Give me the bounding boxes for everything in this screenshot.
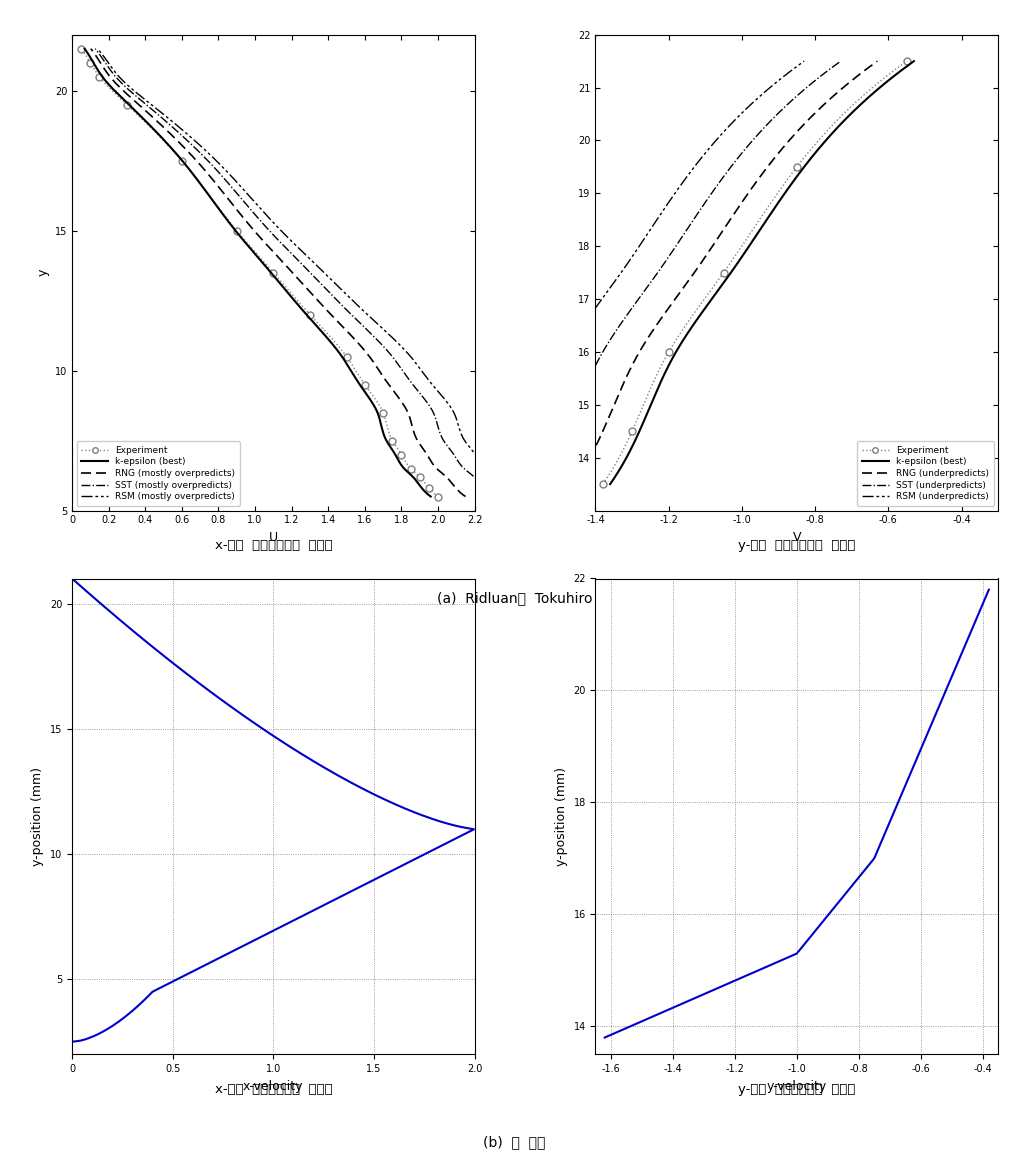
Y-axis label: y-position (mm): y-position (mm) [31,767,44,865]
Legend: Experiment, k-epsilon (best), RNG (underpredicts), SST (underpredicts), RSM (und: Experiment, k-epsilon (best), RNG (under… [857,441,994,506]
X-axis label: x-velocity: x-velocity [243,1079,304,1092]
Text: y-방향  시간평균속도  프로필: y-방향 시간평균속도 프로필 [738,539,855,552]
Text: (a)  Ridluan과  Tokuhiro: (a) Ridluan과 Tokuhiro [436,591,593,605]
Y-axis label: y: y [36,268,49,277]
Text: (b)  본  연구: (b) 본 연구 [484,1135,545,1149]
Y-axis label: y-position (mm): y-position (mm) [555,767,568,865]
X-axis label: U: U [269,531,278,544]
Legend: Experiment, k-epsilon (best), RNG (mostly overpredicts), SST (mostly overpredict: Experiment, k-epsilon (best), RNG (mostl… [76,441,240,506]
X-axis label: V: V [792,531,801,544]
Text: x-방향  시간평균속도  프로필: x-방향 시간평균속도 프로필 [214,539,332,552]
Text: y-방향  시간평균속도  프로필: y-방향 시간평균속도 프로필 [738,1083,855,1096]
X-axis label: y-velocity: y-velocity [767,1079,827,1092]
Text: x-방향  시간평균속도  프로필: x-방향 시간평균속도 프로필 [214,1083,332,1096]
